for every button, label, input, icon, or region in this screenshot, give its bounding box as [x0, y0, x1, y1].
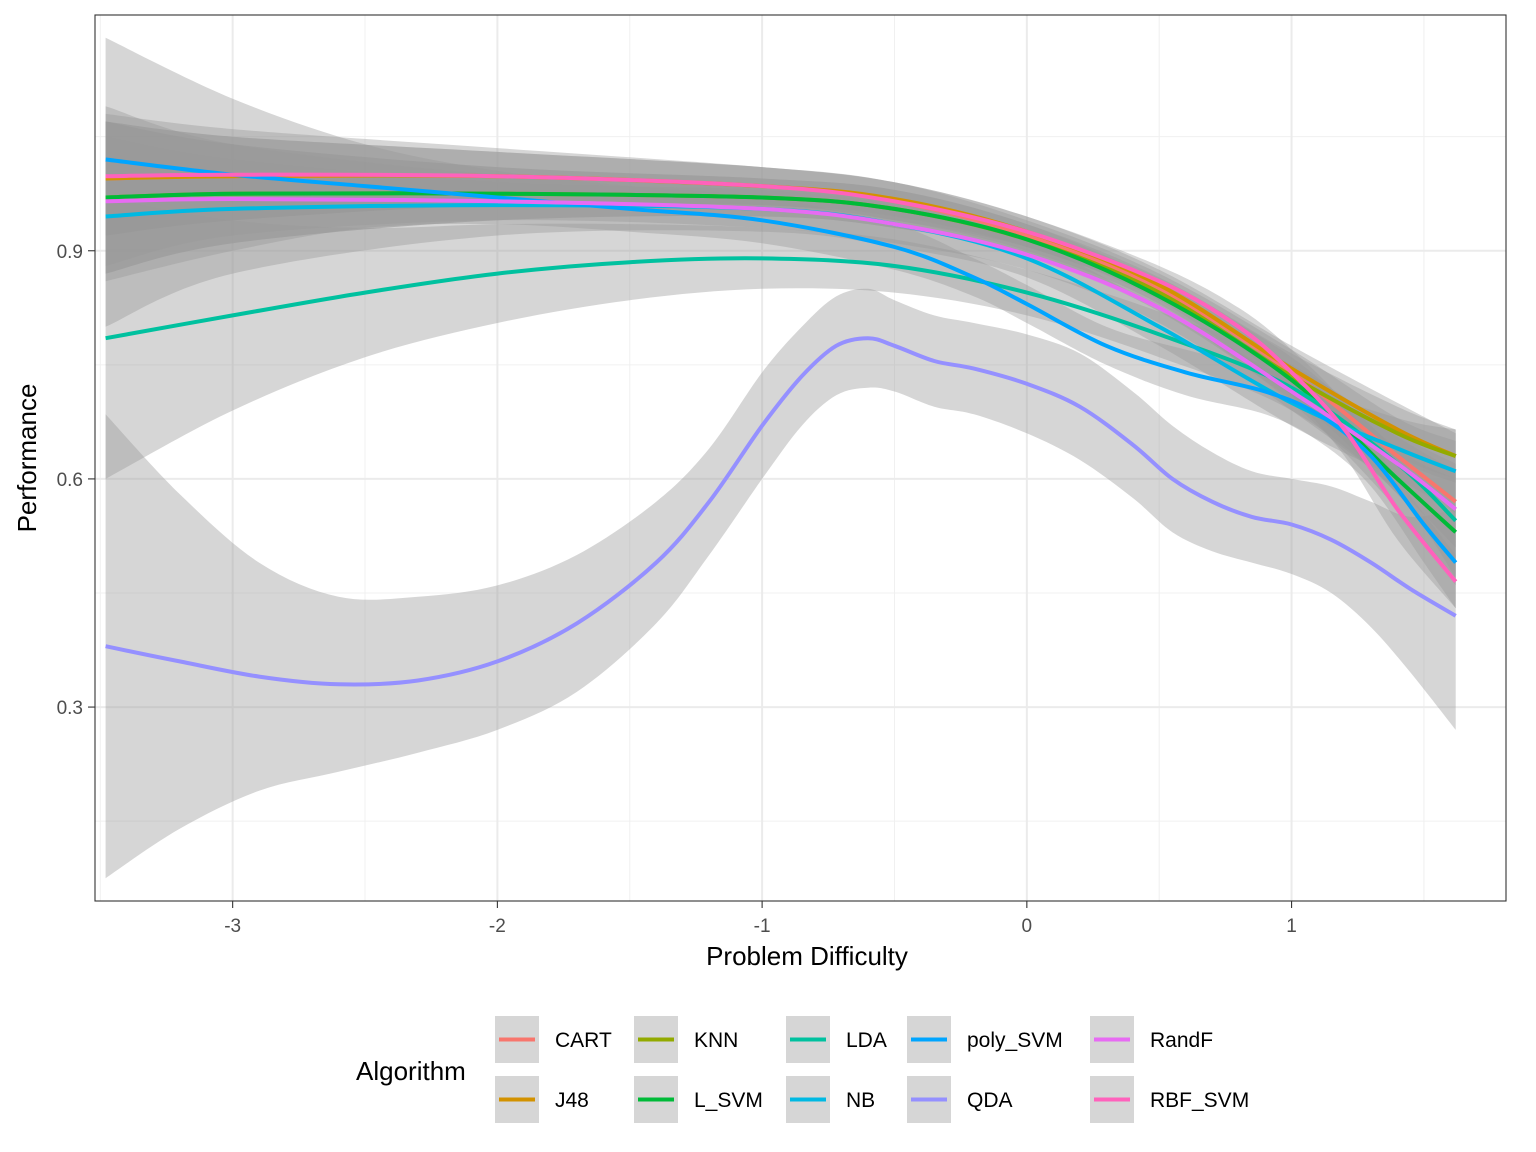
y-tick-label: 0.6 — [57, 470, 83, 491]
legend-item-poly-svm: poly_SVM — [907, 1016, 1063, 1063]
legend-label: J48 — [555, 1089, 589, 1112]
legend-label: QDA — [967, 1089, 1013, 1112]
ribbon-lda — [105, 197, 1456, 578]
legend: Algorithm CART J48 KNN L_SVM LDA NB poly_SVM QD… — [356, 1016, 1249, 1123]
x-tick-label: -3 — [224, 916, 241, 937]
legend-label: KNN — [694, 1029, 738, 1052]
ribbon-l-svm — [105, 121, 1456, 586]
line-qda — [105, 336, 1457, 687]
series-lines — [105, 157, 1458, 687]
legend-item-cart: CART — [495, 1016, 612, 1063]
ribbon-poly-svm — [105, 37, 1456, 609]
line-poly-svm — [105, 157, 1458, 564]
y-tick-label: 0.3 — [57, 698, 83, 719]
y-tick-label: 0.9 — [57, 242, 83, 263]
legend-item-nb: NB — [786, 1076, 875, 1123]
x-axis-title: Problem Difficulty — [706, 941, 908, 971]
ribbon-knn — [105, 121, 1456, 483]
legend-label: poly_SVM — [967, 1029, 1063, 1052]
major-grid — [95, 15, 1506, 901]
line-l-svm — [105, 191, 1458, 534]
ribbon-cart — [105, 121, 1456, 563]
x-tick-label: 0 — [1022, 916, 1033, 937]
legend-item-l-svm: L_SVM — [634, 1076, 763, 1123]
x-axis: -3 -2 -1 0 1 — [224, 901, 1297, 937]
ribbon-qda — [105, 288, 1456, 879]
plot-panel-border — [94, 14, 1507, 902]
x-tick-label: 1 — [1286, 916, 1297, 937]
line-rbf-svm — [105, 172, 1458, 583]
legend-label: L_SVM — [694, 1089, 763, 1112]
x-tick-label: -2 — [489, 916, 506, 937]
legend-label: CART — [555, 1029, 612, 1052]
y-axis-title: Performance — [12, 384, 42, 533]
legend-label: LDA — [846, 1029, 887, 1052]
legend-item-knn: KNN — [634, 1016, 738, 1063]
legend-label: RBF_SVM — [1150, 1089, 1249, 1112]
ribbon-nb — [105, 106, 1456, 514]
y-axis: 0.3 0.6 0.9 — [57, 242, 95, 719]
legend-item-j48: J48 — [495, 1076, 589, 1123]
legend-label: NB — [846, 1089, 875, 1112]
line-lda — [105, 256, 1458, 523]
legend-item-randf: RandF — [1090, 1016, 1213, 1063]
x-tick-label: -1 — [754, 916, 771, 937]
legend-items: CART J48 KNN L_SVM LDA NB poly_SVM QDA RandF RBF_… — [495, 1016, 1249, 1123]
legend-title: Algorithm — [356, 1056, 466, 1086]
ribbon-rbf-svm — [105, 113, 1456, 609]
legend-label: RandF — [1150, 1029, 1213, 1052]
line-randf — [105, 197, 1457, 511]
legend-item-lda: LDA — [786, 1016, 887, 1063]
legend-item-rbf-svm: RBF_SVM — [1090, 1076, 1249, 1123]
legend-item-qda: QDA — [907, 1076, 1013, 1123]
